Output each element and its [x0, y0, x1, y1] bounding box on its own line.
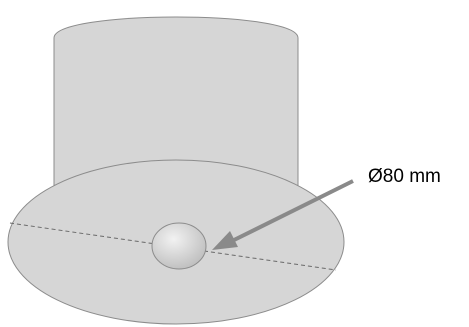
- leader-arrow-head: [212, 231, 238, 250]
- cylinder-body: [53, 16, 299, 196]
- dimension-label: Ø80 mm: [368, 166, 441, 187]
- leader-arrow-line: [231, 179, 354, 243]
- center-knob: [151, 222, 207, 270]
